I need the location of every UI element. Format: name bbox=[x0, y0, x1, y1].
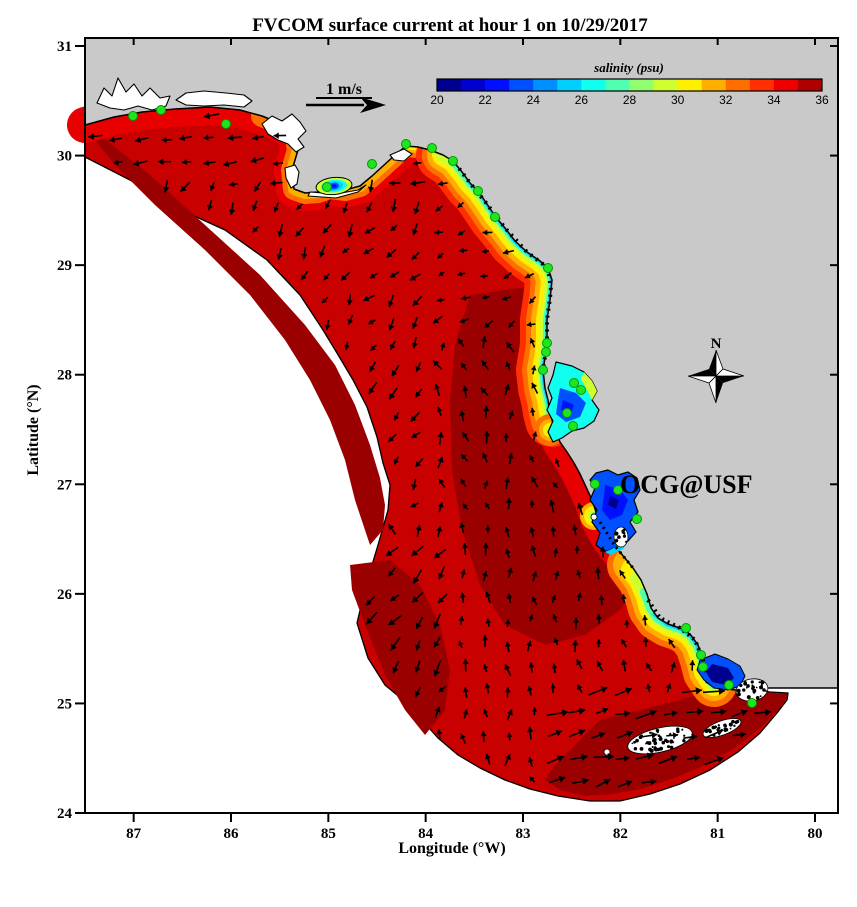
colorbar-cell bbox=[485, 79, 510, 91]
y-tick-label: 31 bbox=[57, 39, 72, 55]
station-dot bbox=[724, 680, 734, 690]
station-dot bbox=[747, 698, 757, 708]
colorbar: 20 22 24 26 28 30 32 34 36 bbox=[430, 78, 829, 107]
station-dot bbox=[590, 479, 600, 489]
x-tick-label: 87 bbox=[126, 826, 142, 842]
station-dot bbox=[562, 408, 572, 418]
choctawhatchee-bay bbox=[175, 90, 253, 108]
station-dot bbox=[613, 485, 623, 495]
station-dot bbox=[568, 421, 578, 431]
island-speckles bbox=[613, 526, 769, 755]
apalachee-marsh bbox=[389, 148, 413, 162]
station-dot bbox=[538, 365, 548, 375]
station-dot bbox=[221, 119, 231, 129]
y-tick-label: 25 bbox=[57, 696, 72, 712]
station-dot bbox=[632, 514, 642, 524]
colorbar-cell bbox=[701, 79, 727, 91]
x-axis-label: Longitude (°W) bbox=[398, 840, 505, 857]
station-dot bbox=[473, 186, 483, 196]
watermark-ocg-usf: OCG@USF bbox=[620, 470, 753, 499]
x-tick-label: 80 bbox=[808, 826, 823, 842]
salinity-patch-sw bbox=[350, 560, 450, 735]
scale-arrow-head-icon bbox=[360, 97, 386, 113]
colorbar-cell bbox=[461, 79, 486, 91]
colorbar-cell bbox=[677, 79, 703, 91]
y-tick-label: 30 bbox=[57, 149, 72, 165]
colorbar-cell bbox=[533, 79, 558, 91]
y-tick-label: 26 bbox=[57, 587, 73, 603]
st-andrew-bay bbox=[261, 113, 307, 153]
axes-frame bbox=[84, 37, 839, 814]
scale-arrow-label: 1 m/s bbox=[326, 81, 362, 98]
colorbar-cell bbox=[629, 79, 655, 91]
y-tick-label: 29 bbox=[57, 258, 72, 274]
x-tick-label: 85 bbox=[321, 826, 336, 842]
station-dot bbox=[681, 623, 691, 633]
colorbar-cell bbox=[653, 79, 679, 91]
x-tick-label: 83 bbox=[516, 826, 531, 842]
compass-rose-icon: N bbox=[687, 336, 745, 404]
station-dot bbox=[401, 139, 411, 149]
x-tick-label: 86 bbox=[224, 826, 240, 842]
station-dot bbox=[541, 347, 551, 357]
station-dot bbox=[128, 111, 138, 121]
colorbar-cell bbox=[605, 79, 630, 91]
axis-ticks bbox=[75, 38, 838, 822]
x-tick-label: 84 bbox=[418, 826, 434, 842]
colorbar-cell bbox=[797, 79, 823, 91]
y-axis-label: Latitude (°N) bbox=[25, 384, 42, 475]
y-tick-label: 27 bbox=[57, 477, 73, 493]
station-dot bbox=[569, 378, 579, 388]
current-vector-arrows bbox=[88, 112, 772, 788]
compass-n-label: N bbox=[711, 336, 722, 352]
colorbar-cell bbox=[725, 79, 751, 91]
colorbar-tick-label: 36 bbox=[815, 93, 829, 107]
colorbar-cell bbox=[557, 79, 582, 91]
colorbar-tick-label: 32 bbox=[719, 93, 733, 107]
x-tick-label: 82 bbox=[613, 826, 628, 842]
florida-bay bbox=[696, 653, 746, 691]
st-joseph-bay bbox=[284, 164, 300, 189]
charlotte-harbor bbox=[589, 469, 641, 555]
colorbar-tick-label: 22 bbox=[478, 93, 492, 107]
station-dot bbox=[490, 212, 500, 222]
colorbar-tick-label: 30 bbox=[671, 93, 685, 107]
colorbar-title: salinity (psu) bbox=[593, 60, 664, 75]
colorbar-tick-label: 20 bbox=[430, 93, 444, 107]
marsh-coast-dashes bbox=[453, 161, 708, 673]
station-dot bbox=[156, 105, 166, 115]
apalachicola-barrier-island bbox=[307, 184, 367, 199]
colorbar-cell bbox=[581, 79, 606, 91]
page-title: FVCOM surface current at hour 1 on 10/29… bbox=[252, 15, 648, 36]
islet bbox=[590, 513, 598, 521]
axis-tick-labels: 87 86 85 84 83 82 81 80 24 25 26 27 28 29 30 31 bbox=[57, 39, 823, 842]
colorbar-cell bbox=[749, 79, 775, 91]
station-dot bbox=[576, 385, 586, 395]
station-dot bbox=[367, 159, 377, 169]
white-estuaries bbox=[96, 77, 413, 199]
y-tick-label: 28 bbox=[57, 368, 72, 384]
colorbar-tick-label: 34 bbox=[767, 93, 781, 107]
colorbar-tick-label: 26 bbox=[575, 93, 589, 107]
station-dot bbox=[322, 182, 332, 192]
colorbar-cell bbox=[437, 79, 462, 91]
y-tick-label: 24 bbox=[57, 806, 73, 822]
station-dot bbox=[696, 650, 706, 660]
station-dot bbox=[543, 263, 553, 273]
colorbar-tick-label: 24 bbox=[527, 93, 541, 107]
station-dot bbox=[448, 156, 458, 166]
x-tick-label: 81 bbox=[710, 826, 725, 842]
colorbar-tick-label: 28 bbox=[623, 93, 637, 107]
river-station-dots bbox=[128, 105, 757, 708]
colorbar-cell bbox=[773, 79, 799, 91]
station-dot bbox=[427, 143, 437, 153]
colorbar-cell bbox=[509, 79, 534, 91]
station-dot bbox=[542, 338, 552, 348]
station-dot bbox=[698, 662, 708, 672]
scale-arrow: 1 m/s bbox=[306, 81, 386, 113]
pensacola-bay bbox=[96, 77, 171, 111]
